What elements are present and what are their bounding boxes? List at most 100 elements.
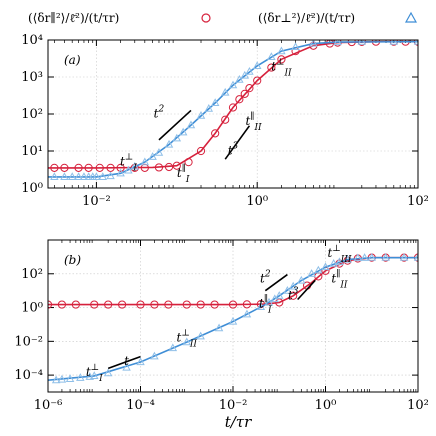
data-point	[245, 84, 254, 93]
data-point	[297, 275, 306, 284]
data-point	[288, 281, 298, 290]
y-tick-label: 10¹	[21, 144, 43, 159]
annotation: t⊥I	[120, 153, 137, 174]
data-point	[65, 374, 75, 382]
data-point	[283, 286, 292, 294]
data-point	[220, 87, 230, 96]
data-point	[228, 80, 238, 89]
legend: (⟨δr∥²⟩/ℓ̄²)/(t/τr) (⟨δr⊥²⟩/ℓ̄²)/(t/τr)	[28, 11, 418, 25]
data-point	[343, 254, 352, 263]
data-point	[353, 253, 363, 262]
data-point	[267, 52, 276, 60]
data-point	[84, 163, 93, 172]
data-point	[252, 61, 262, 69]
data-point	[399, 253, 409, 261]
data-point	[242, 309, 252, 318]
x-tick-label: 10⁻²	[82, 194, 111, 209]
x-tick-label: 10²	[407, 398, 429, 413]
data-point	[74, 172, 83, 180]
data-point	[130, 161, 140, 170]
legend-label-perp: (⟨δr⊥²⟩/ℓ̄²)/(t/τr)	[258, 11, 355, 25]
annotation: t∥II	[245, 111, 262, 133]
data-point	[57, 300, 67, 309]
annotation: t⊥II	[177, 328, 198, 349]
data-point	[172, 133, 182, 142]
data-point	[196, 331, 205, 340]
plot-frame	[47, 39, 419, 189]
data-point	[196, 111, 206, 119]
panel-a: 10⁻² 10⁰ 10² 10⁰ 10¹ 10² 10³ 10⁴ t⊥II t∥II t⊥I t∥I t…	[21, 33, 429, 209]
data-point	[381, 253, 390, 261]
plot-area	[48, 253, 418, 384]
data-point	[136, 300, 145, 309]
data-point	[314, 265, 323, 274]
data-point	[168, 343, 178, 352]
annotation: t∥I	[177, 163, 190, 185]
data-point	[196, 146, 206, 156]
annotation: t2	[260, 270, 271, 286]
data-point	[245, 66, 254, 75]
grid	[48, 39, 419, 189]
data-point	[277, 46, 286, 55]
data-point	[235, 95, 244, 104]
plot-frame	[47, 239, 419, 393]
data-point	[164, 162, 174, 172]
y-tick-label: 10²	[21, 267, 43, 282]
data-point	[242, 300, 252, 309]
data-point	[74, 163, 83, 172]
data-point	[184, 158, 193, 167]
x-tick-label: 10⁻²	[219, 398, 248, 413]
data-point	[196, 300, 205, 309]
panel-b: 10⁻⁶ 10⁻⁴ 10⁻² 10⁰ 10² 10⁻⁴ 10⁻² 10⁰ 10² t⊥III t∥I…	[14, 239, 429, 413]
data-point	[150, 351, 159, 360]
data-point	[85, 372, 95, 380]
data-point	[204, 103, 214, 112]
data-point	[92, 172, 101, 180]
data-point	[289, 291, 298, 300]
data-point	[154, 148, 164, 156]
panel-label: (a)	[64, 53, 81, 67]
data-point	[172, 161, 181, 170]
data-point	[150, 300, 159, 309]
plot-area	[48, 40, 418, 180]
x-tick-label: 10²	[407, 194, 429, 209]
data-point	[357, 40, 367, 45]
legend-marker-perp	[404, 11, 418, 23]
data-point	[228, 316, 238, 325]
slope-guide	[158, 109, 192, 141]
data-point	[178, 127, 188, 136]
data-point	[235, 74, 244, 83]
y-tick-label: 10²	[21, 107, 43, 122]
data-point	[210, 300, 219, 309]
data-point	[90, 371, 99, 379]
x-tick-label: 10⁰	[315, 398, 337, 413]
data-point	[60, 163, 69, 172]
data-point	[98, 172, 108, 180]
annotation: t∥II	[331, 269, 348, 291]
data-point	[210, 98, 220, 106]
data-point	[51, 375, 61, 384]
data-point	[182, 337, 191, 346]
data-point	[329, 258, 338, 267]
data-point	[389, 40, 399, 45]
data-point	[76, 373, 85, 381]
data-point	[84, 172, 93, 180]
data-point	[182, 300, 191, 309]
y-tick-label: 10⁻²	[14, 334, 43, 349]
annotation: t∥I	[259, 294, 272, 316]
y-tick-label: 10³	[21, 70, 43, 85]
slope-guide	[224, 125, 251, 160]
x-tick-label: 10⁰	[246, 194, 268, 209]
annotation: t⊥II	[271, 57, 292, 78]
data-point	[57, 374, 67, 383]
data-point	[291, 42, 300, 51]
data-point	[228, 300, 238, 309]
data-point	[211, 129, 220, 138]
data-point	[50, 163, 59, 172]
data-point	[367, 253, 376, 261]
annotation: t⊥I	[86, 363, 103, 384]
data-point	[240, 70, 249, 79]
annotation: t	[124, 354, 129, 368]
series-markers	[51, 253, 418, 384]
